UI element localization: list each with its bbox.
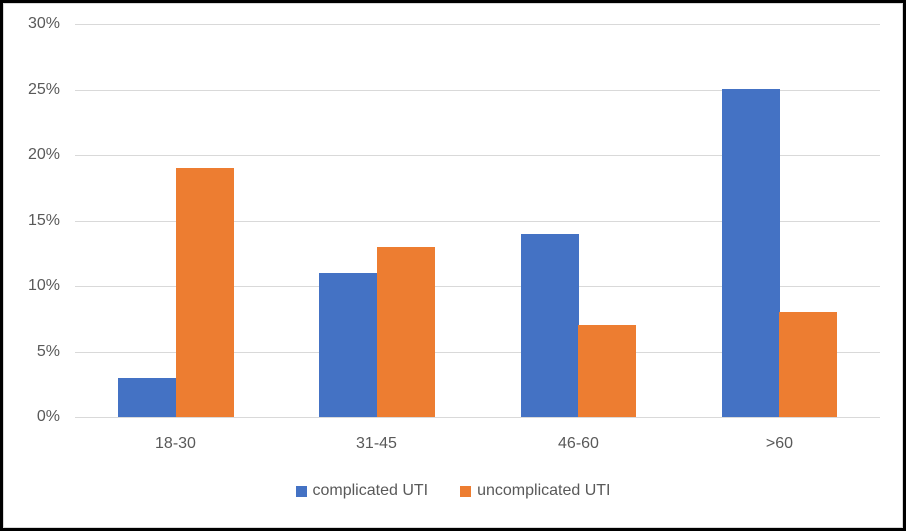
y-tick-label: 15% [27,212,60,229]
legend-swatch-icon [460,485,472,497]
gridline [75,286,880,287]
bar-complicated-uti-1830 [118,378,176,417]
bar-complicated-uti-3145 [319,273,377,417]
legend-item-uncomplicated-uti: uncomplicated UTI [460,482,610,500]
gridline [75,352,880,353]
bar-uncomplicated-uti-1830 [176,168,234,417]
y-tick-label: 25% [27,81,60,98]
plot-area [75,24,880,418]
legend-swatch-icon [295,485,307,497]
bar-complicated-uti-4660 [521,234,579,417]
y-tick-label: 0% [36,408,60,425]
bar-uncomplicated-uti-4660 [578,325,636,417]
gridline [75,90,880,91]
y-tick-label: 10% [27,277,60,294]
y-tick-label: 20% [27,146,60,163]
gridline [75,221,880,222]
legend-label: uncomplicated UTI [477,482,611,499]
x-tick-label: >60 [765,435,794,452]
y-tick-label: 30% [27,15,60,32]
bar-uncomplicated-uti-60 [779,312,837,417]
legend: complicated UTI uncomplicated UTI [0,482,906,500]
gridline [75,155,880,156]
legend-item-complicated-uti: complicated UTI [295,482,429,500]
bar-uncomplicated-uti-3145 [377,247,435,417]
bar-complicated-uti-60 [722,89,780,417]
x-tick-label: 31-45 [356,435,397,452]
x-tick-label: 18-30 [155,435,196,452]
x-tick-label: 46-60 [558,435,599,452]
x-axis-line [75,417,880,418]
gridline [75,24,880,25]
y-tick-label: 5% [36,343,60,360]
legend-label: complicated UTI [312,482,429,499]
